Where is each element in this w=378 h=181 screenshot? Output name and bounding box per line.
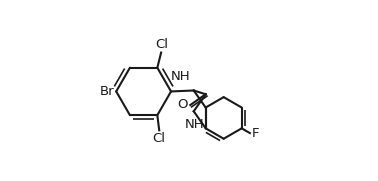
Text: NH: NH: [185, 118, 204, 131]
Text: O: O: [177, 98, 187, 111]
Text: Cl: Cl: [156, 38, 169, 51]
Text: Br: Br: [100, 85, 114, 98]
Text: Cl: Cl: [153, 132, 166, 145]
Text: NH: NH: [171, 70, 190, 83]
Text: F: F: [252, 127, 259, 140]
